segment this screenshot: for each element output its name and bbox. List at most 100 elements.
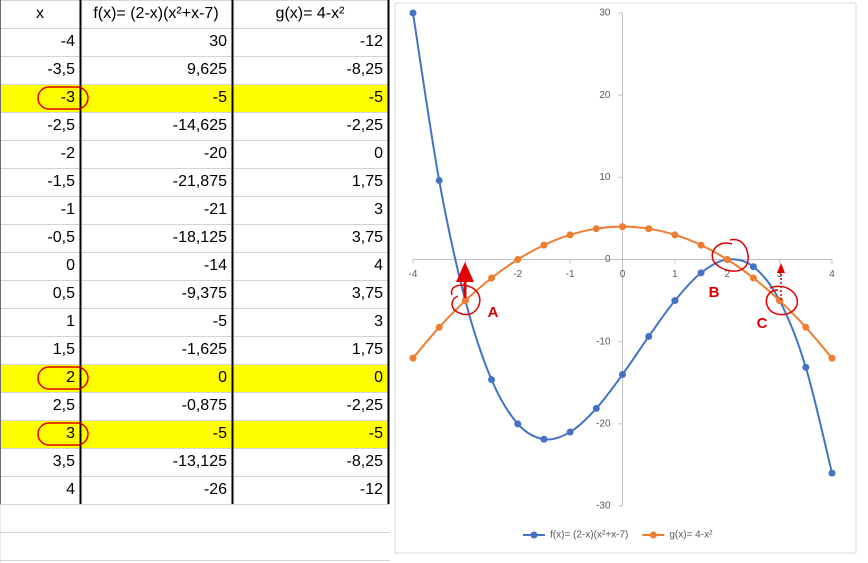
cell: -20 — [204, 145, 227, 162]
cell: 3,5 — [53, 453, 75, 470]
x-tick-label: -1 — [566, 269, 575, 280]
cell: 3,75 — [352, 229, 383, 246]
scribble — [711, 238, 749, 272]
annotation: B — [709, 284, 720, 301]
x-tick-label: -4 — [409, 269, 418, 280]
x-tick-label: -2 — [513, 269, 522, 280]
cell: 4 — [374, 257, 383, 274]
data-point — [802, 363, 810, 371]
cell: 0 — [218, 369, 227, 386]
cell: -0,875 — [182, 397, 227, 414]
data-point — [540, 241, 548, 249]
cell: 0,5 — [53, 285, 75, 302]
x-tick-label: 4 — [829, 269, 835, 280]
column-header: f(x)= (2-x)(x²+x-7) — [93, 5, 218, 22]
data-point — [671, 297, 679, 305]
arrow-head — [456, 262, 474, 282]
cell: -5 — [213, 425, 227, 442]
red-circle — [37, 366, 89, 390]
data-point — [409, 354, 417, 362]
cell: -21 — [204, 201, 227, 218]
y-tick-label: 20 — [599, 90, 611, 101]
cell: 1,5 — [53, 341, 75, 358]
data-point — [592, 404, 600, 412]
x-tick-label: 0 — [620, 269, 626, 280]
cell: 30 — [209, 33, 227, 50]
cell: -26 — [204, 481, 227, 498]
red-circle — [37, 422, 89, 446]
legend-label: f(x)= (2-x)(x²+x-7) — [550, 530, 628, 541]
cell: -2,5 — [47, 117, 75, 134]
data-point — [802, 323, 810, 331]
cell: -0,5 — [47, 229, 75, 246]
cell: 0 — [66, 257, 75, 274]
cell: -14,625 — [173, 117, 227, 134]
data-point — [697, 241, 705, 249]
cell: 3 — [66, 425, 75, 442]
cell: 1 — [66, 313, 75, 330]
data-point — [514, 256, 522, 263]
data-point — [435, 176, 443, 184]
data-point — [540, 435, 548, 443]
data-point — [619, 223, 626, 231]
legend-label: g(x)= 4-x² — [669, 530, 713, 541]
y-tick-label: -10 — [596, 336, 611, 347]
data-point — [461, 297, 469, 305]
data-point — [488, 376, 496, 384]
column-header: x — [36, 5, 44, 22]
red-circle — [37, 86, 89, 110]
row-highlight — [0, 364, 388, 392]
data-point — [488, 274, 496, 282]
data-point — [723, 256, 731, 263]
cell: -12 — [360, 33, 383, 50]
cell: 3 — [374, 313, 383, 330]
cell: -13,125 — [173, 453, 227, 470]
annotation: C — [757, 315, 768, 332]
cell: -1,5 — [47, 173, 75, 190]
scribble — [765, 285, 799, 316]
cell: -9,375 — [182, 285, 227, 302]
data-point — [645, 333, 653, 341]
cell: -2,25 — [347, 397, 384, 414]
y-tick-label: 10 — [599, 172, 611, 183]
y-tick-label: 0 — [605, 254, 611, 265]
cell: 9,625 — [187, 61, 227, 78]
cell: 0 — [374, 369, 383, 386]
annotations — [450, 238, 799, 316]
cell: -2 — [61, 145, 75, 162]
cell: -5 — [213, 89, 227, 106]
data-point — [776, 297, 784, 305]
y-tick-label: -20 — [596, 418, 611, 429]
data-point — [566, 428, 574, 436]
data-point — [435, 323, 443, 331]
cell: -14 — [204, 257, 227, 274]
data-point — [697, 269, 705, 277]
cell: -8,25 — [347, 453, 384, 470]
cell: 3,75 — [352, 285, 383, 302]
data-point — [749, 263, 757, 271]
x-tick-label: 1 — [672, 269, 678, 280]
legend-marker — [530, 531, 538, 539]
cell: -3 — [61, 89, 75, 106]
cell: 4 — [66, 481, 75, 498]
cell: -12 — [360, 481, 383, 498]
cell: -2,25 — [347, 117, 384, 134]
data-point — [828, 469, 836, 477]
cell: -8,25 — [347, 61, 384, 78]
data-point — [514, 420, 522, 428]
cell: -1,625 — [182, 341, 227, 358]
cell: 0 — [374, 145, 383, 162]
data-point — [671, 231, 679, 239]
data-point — [645, 225, 653, 233]
cell: 1,75 — [352, 341, 383, 358]
x-tick-label: 3 — [777, 269, 783, 280]
annotation: A — [488, 304, 499, 321]
cell: -3,5 — [47, 61, 75, 78]
data-point — [749, 274, 757, 282]
x-tick-label: 2 — [724, 269, 730, 280]
row-highlight — [0, 420, 388, 448]
legend-marker — [649, 531, 657, 539]
column-header: g(x)= 4-x² — [276, 5, 346, 22]
cell: -5 — [213, 313, 227, 330]
